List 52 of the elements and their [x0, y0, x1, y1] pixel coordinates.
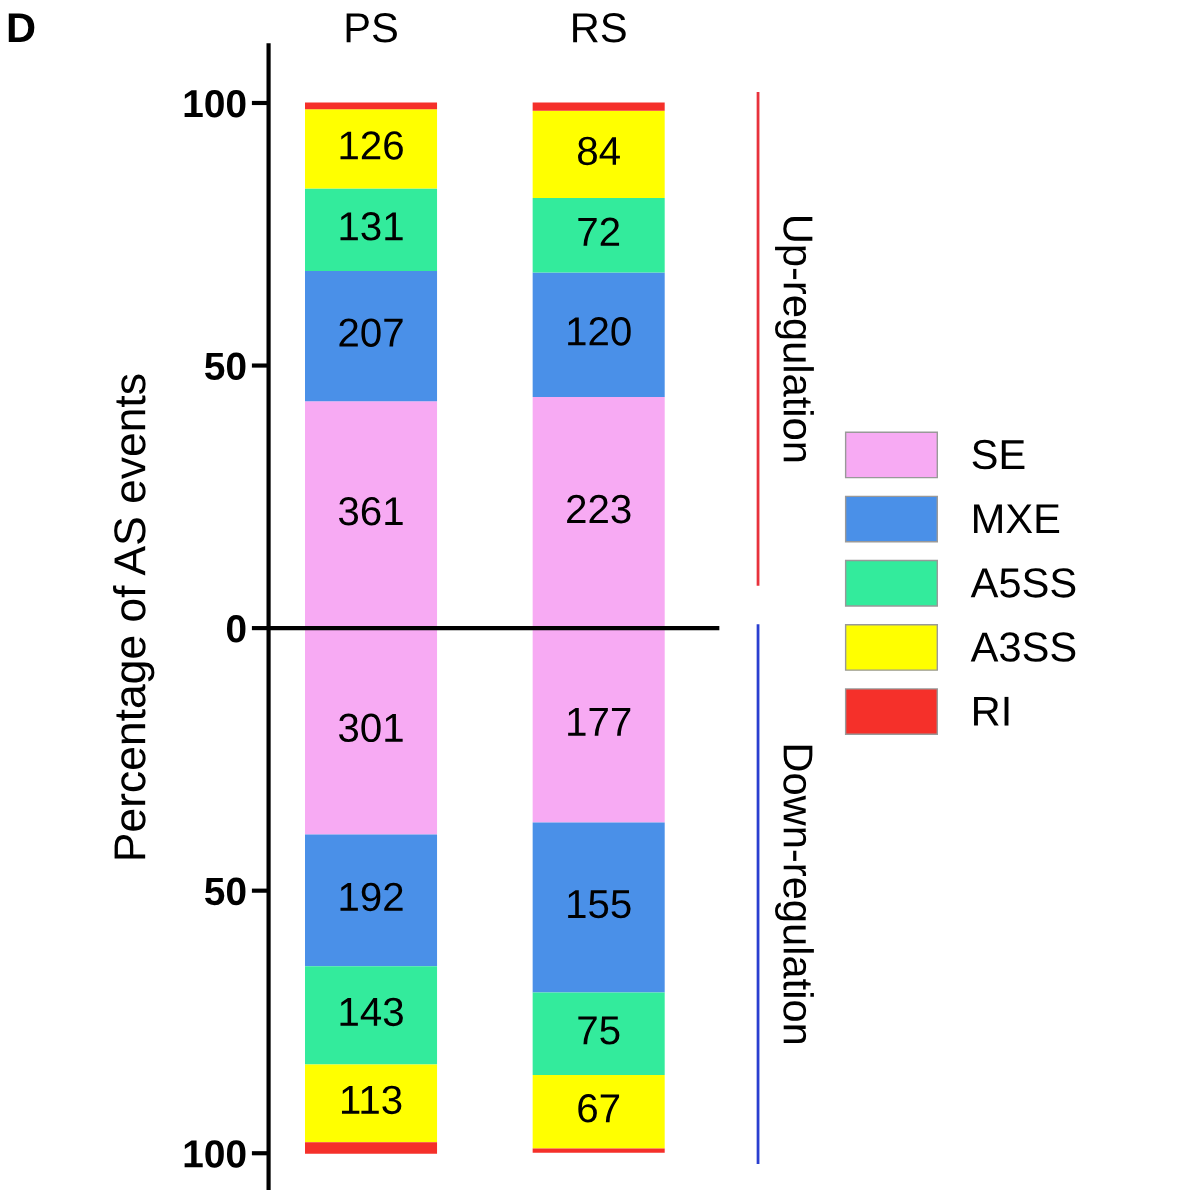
legend-label: SE [972, 439, 1025, 470]
annotation: 72 [578, 217, 620, 246]
y-tick-label: 100 [184, 89, 246, 118]
bar [532, 1075, 665, 1149]
annotation: 120 [568, 317, 631, 346]
legend-label: RI [974, 696, 1009, 726]
bar [305, 109, 438, 189]
bar [532, 198, 665, 273]
y-axis-title: Percentage of AS events [113, 374, 155, 859]
bar [532, 1148, 665, 1153]
bar [532, 102, 665, 111]
annotation: 126 [340, 131, 403, 160]
bar [305, 1064, 438, 1143]
annotation: 223 [567, 494, 631, 524]
annotation: 177 [568, 707, 631, 736]
y-tick-label: 50 [204, 877, 246, 906]
bar [305, 966, 438, 1065]
legend-label: MXE [974, 504, 1060, 534]
bar [305, 401, 438, 629]
bar [532, 628, 665, 823]
annotation: 143 [340, 997, 403, 1027]
text: D [8, 13, 35, 43]
y-tick-label: 50 [204, 352, 246, 381]
legend-label: A3SS [970, 632, 1076, 662]
annotation: 75 [578, 1016, 620, 1045]
annotation: 207 [339, 318, 403, 347]
annotation: 361 [338, 496, 403, 526]
x-tick-label: PS [346, 13, 397, 43]
bar [305, 628, 438, 835]
legend-label: A5SS [970, 568, 1076, 598]
x-tick-label: RS [573, 13, 626, 43]
bar [305, 188, 438, 272]
bar [532, 397, 665, 629]
annotation: 131 [340, 212, 403, 241]
annotation: 155 [568, 890, 631, 919]
annotation: 301 [338, 713, 403, 743]
bar [532, 822, 665, 993]
annotation: 113 [341, 1085, 402, 1115]
annotation: 84 [578, 136, 620, 166]
text: Down-regulation [775, 745, 814, 1044]
annotation: 67 [578, 1094, 620, 1123]
bar [305, 834, 438, 967]
bar [305, 102, 438, 110]
annotation: 192 [340, 882, 403, 912]
bar [305, 1142, 438, 1154]
bar [305, 271, 438, 402]
y-tick-label: 0 [226, 615, 246, 643]
text: Up-regulation [775, 217, 814, 462]
bar [532, 992, 665, 1075]
bar [532, 110, 665, 199]
bar [532, 272, 665, 398]
y-tick-label: 100 [184, 1140, 246, 1168]
